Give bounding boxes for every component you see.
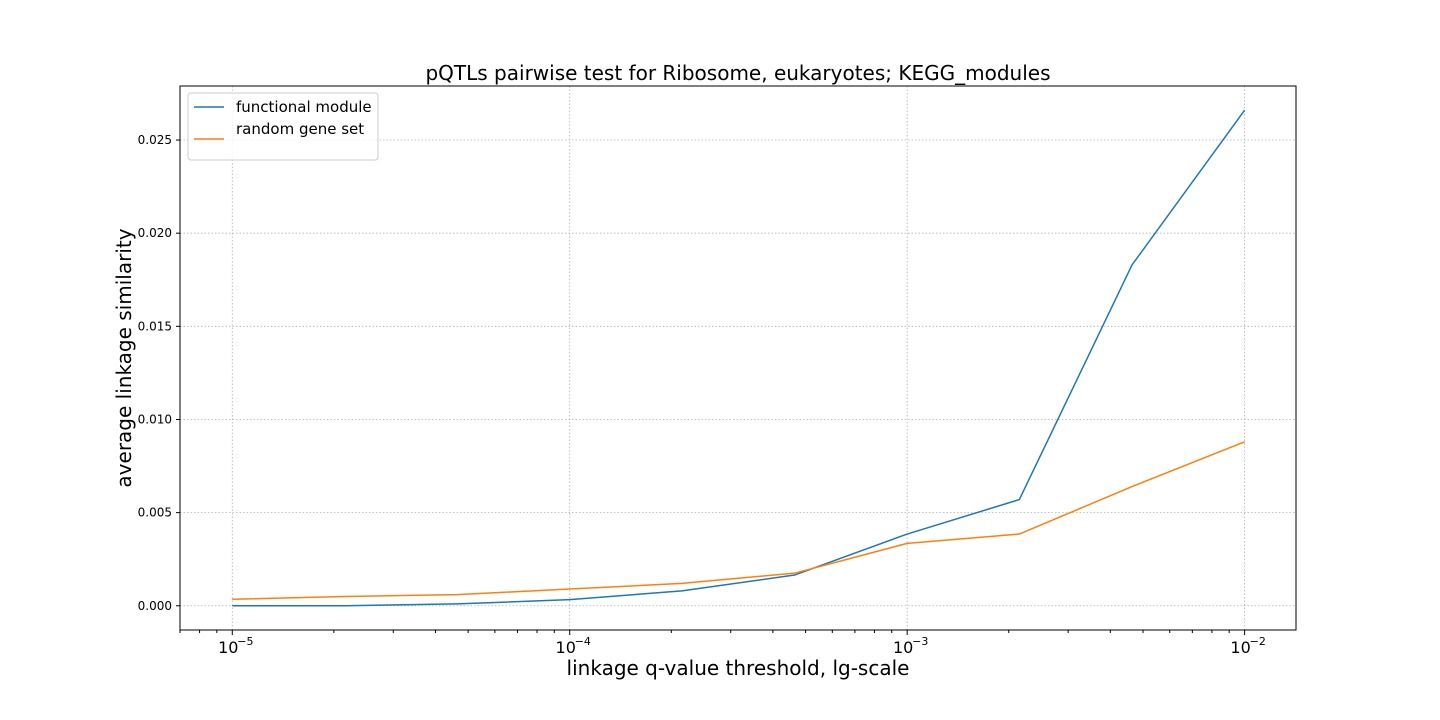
y-tick-label: 0.020 — [138, 226, 172, 240]
legend-box — [187, 92, 379, 161]
plot-area-frame — [179, 85, 1297, 631]
legend-label-random-gene-set: random gene set — [236, 120, 364, 138]
x-axis-label: linkage q-value threshold, lg-scale — [567, 656, 910, 680]
x-tick-label: 10−5 — [218, 635, 253, 657]
legend-label-functional-module: functional module — [236, 98, 372, 116]
x-tick-label-exponent: −4 — [575, 635, 591, 648]
x-tick-label-base: 10 — [893, 638, 913, 657]
x-tick-label-base: 10 — [1230, 638, 1250, 657]
y-tick-label: 0.015 — [138, 319, 172, 333]
y-tick-label: 0.025 — [138, 133, 172, 147]
x-tick-label: 10−4 — [556, 635, 591, 657]
chart-title: pQTLs pairwise test for Ribosome, eukary… — [425, 61, 1050, 85]
x-tick-label-base: 10 — [218, 638, 238, 657]
series-line-functional-module — [232, 109, 1246, 607]
legend: functional module random gene set — [187, 92, 379, 161]
y-axis-ticks: 0.000 0.005 0.010 0.015 0.020 0.025 — [138, 133, 180, 613]
x-tick-label-base: 10 — [556, 638, 576, 657]
grid-lines — [180, 86, 1296, 630]
x-tick-label: 10−2 — [1230, 635, 1265, 657]
y-tick-label: 0.005 — [138, 506, 172, 520]
x-axis-ticks: 10−5 10−4 10−3 10−2 — [218, 630, 1266, 657]
series-line-random-gene-set — [232, 441, 1245, 601]
series-lines — [232, 109, 1246, 607]
x-tick-label-exponent: −5 — [237, 635, 253, 648]
x-tick-label-exponent: −2 — [1250, 635, 1266, 648]
y-tick-label: 0.000 — [138, 599, 172, 613]
x-tick-label: 10−3 — [893, 635, 928, 657]
y-axis-label: average linkage similarity — [112, 228, 136, 487]
y-tick-label: 0.010 — [138, 412, 172, 426]
x-tick-label-exponent: −3 — [912, 635, 928, 648]
